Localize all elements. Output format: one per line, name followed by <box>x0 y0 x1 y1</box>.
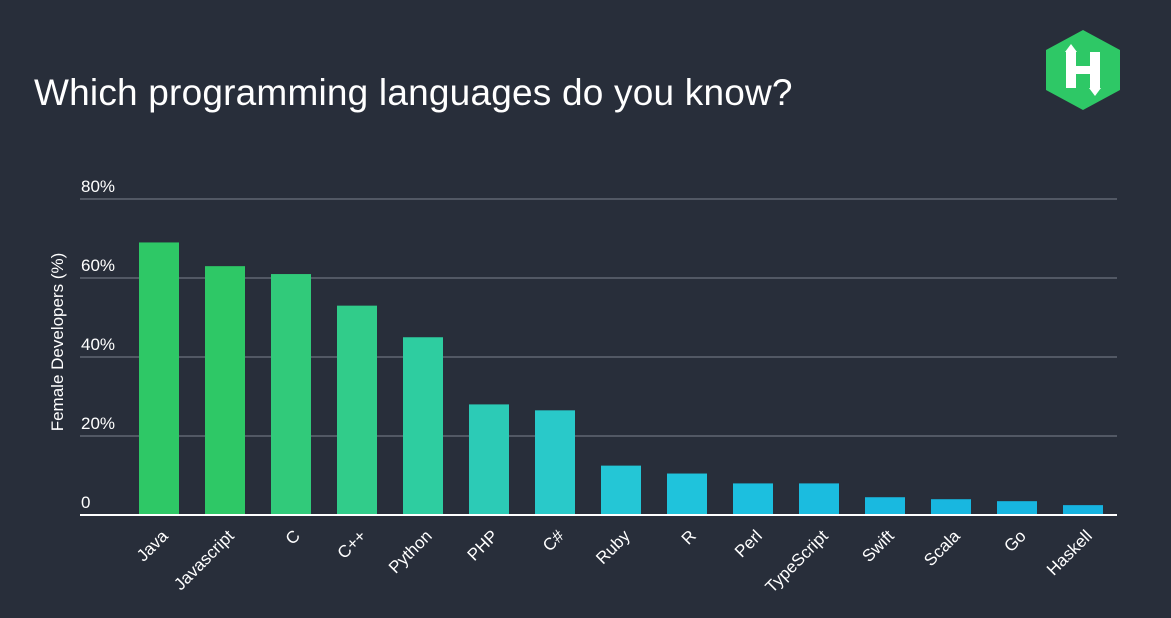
x-tick-label: Ruby <box>592 526 634 568</box>
x-tick-label: Perl <box>731 526 766 561</box>
bar <box>469 404 509 515</box>
x-tick-label: TypeScript <box>762 526 832 596</box>
bar <box>535 410 575 515</box>
y-tick-label: 40% <box>81 335 115 354</box>
y-tick-label: 20% <box>81 414 115 433</box>
hackerrank-logo <box>1041 28 1125 112</box>
bar <box>799 483 839 515</box>
x-tick-label: Javascript <box>170 526 238 594</box>
bar <box>931 499 971 515</box>
bar <box>601 465 641 515</box>
x-tick-label: Python <box>385 526 436 577</box>
y-tick-label: 0 <box>81 493 90 512</box>
bar <box>1063 505 1103 515</box>
x-tick-label: Scala <box>920 526 964 570</box>
bar <box>733 483 773 515</box>
y-tick-label: 60% <box>81 256 115 275</box>
y-axis-label: Female Developers (%) <box>48 253 67 432</box>
hackerrank-hexagon-h-icon <box>1046 30 1120 110</box>
x-tick-label: C# <box>539 526 568 555</box>
bar <box>997 501 1037 515</box>
y-tick-label: 80% <box>81 177 115 196</box>
bar <box>139 242 179 515</box>
bar <box>865 497 905 515</box>
bar <box>205 266 245 515</box>
x-tick-label: PHP <box>464 526 502 564</box>
x-tick-label: Java <box>133 526 172 565</box>
x-tick-label: Go <box>1000 526 1029 555</box>
x-tick-label: C++ <box>334 526 370 562</box>
x-tick-label: Swift <box>858 526 898 566</box>
bar <box>667 473 707 515</box>
bar <box>337 305 377 515</box>
x-tick-label: R <box>678 526 700 548</box>
x-tick-label: Haskell <box>1043 526 1096 579</box>
chart-title: Which programming languages do you know? <box>34 72 793 113</box>
bar <box>271 274 311 515</box>
bar <box>403 337 443 515</box>
x-tick-label: C <box>282 526 304 548</box>
